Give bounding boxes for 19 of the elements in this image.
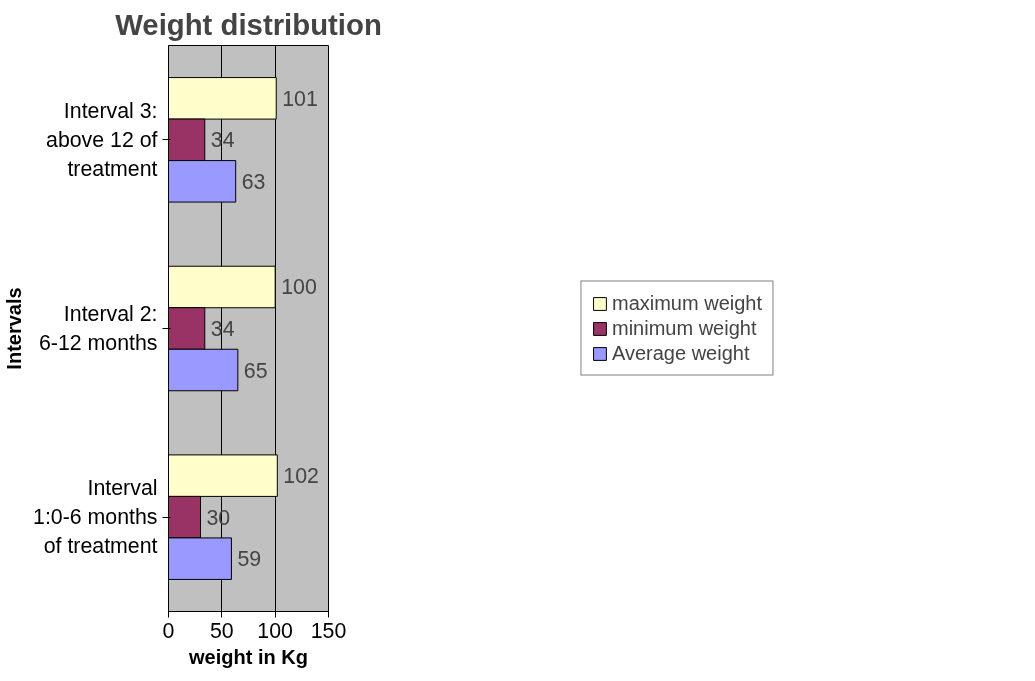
data-label: 59 bbox=[237, 547, 262, 572]
y-tick-label: Interval 1:0-6 months of treatment bbox=[33, 476, 158, 558]
y-tick-label: Interval 2: 6-12 months bbox=[38, 302, 158, 355]
y-axis-title: Intervals bbox=[3, 287, 26, 370]
x-tick-label: 0 bbox=[162, 618, 175, 643]
legend-label: Average weight bbox=[611, 341, 750, 365]
legend-label: maximum weight bbox=[611, 291, 763, 315]
chart-title: Weight distribution bbox=[115, 7, 382, 41]
data-label: 100 bbox=[281, 275, 317, 300]
y-tick-label: Interval 3: above 12 of treatment bbox=[46, 99, 158, 181]
data-label: 65 bbox=[243, 358, 268, 383]
x-axis-title: weight in Kg bbox=[188, 645, 308, 668]
x-tick-label: 50 bbox=[209, 618, 234, 643]
legend-label: minimum weight bbox=[611, 316, 757, 340]
data-label: 63 bbox=[241, 169, 266, 194]
data-label: 102 bbox=[283, 464, 319, 489]
x-tick-label: 150 bbox=[310, 618, 347, 643]
data-label: 101 bbox=[282, 86, 318, 111]
x-tick-label: 100 bbox=[257, 618, 294, 643]
